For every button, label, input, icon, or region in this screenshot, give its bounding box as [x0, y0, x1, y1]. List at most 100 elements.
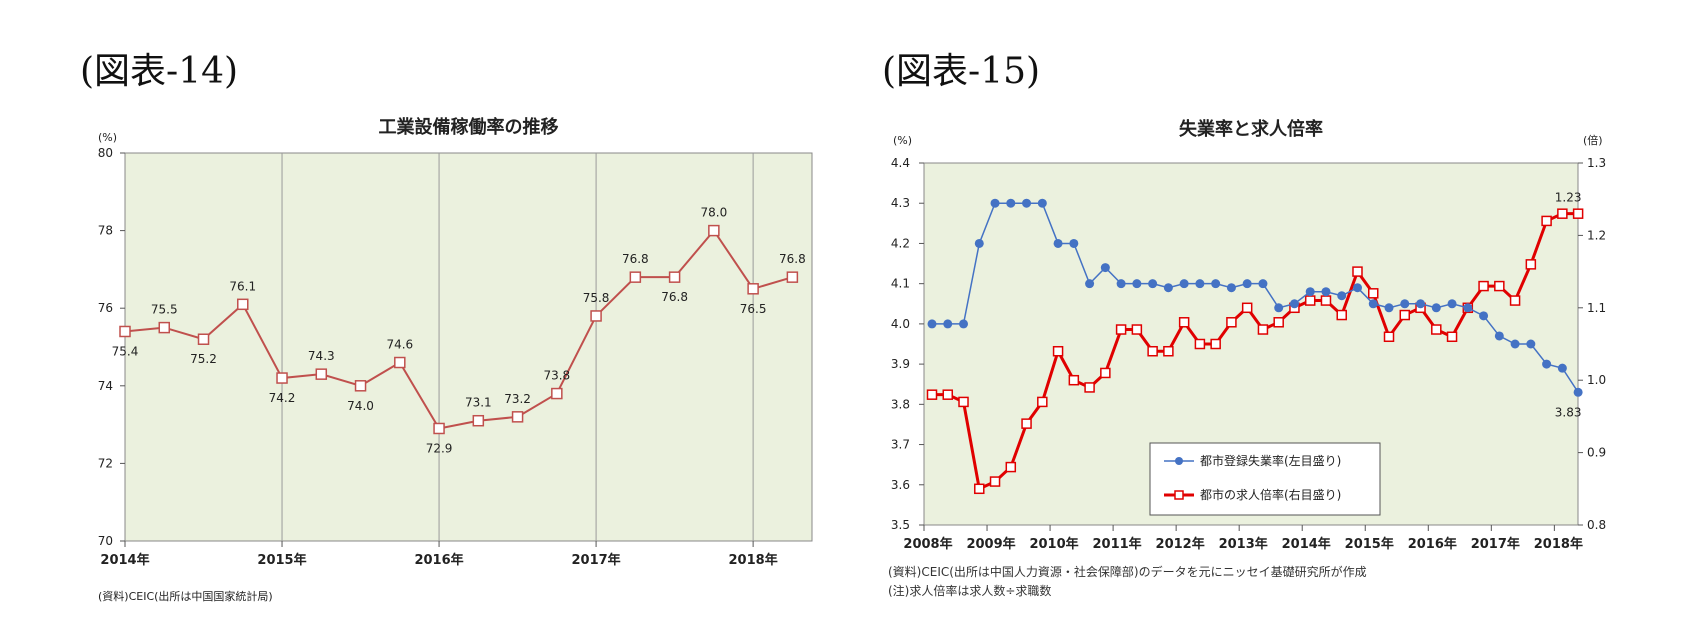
data-label: 73.1 [465, 396, 492, 410]
y-left-tick-label: 3.7 [891, 438, 910, 452]
jobs-ratio-point [1037, 396, 1048, 408]
x-tick-label: 2014年 [1282, 536, 1331, 552]
y-tick-label: 72 [98, 456, 113, 470]
jobs-ratio-point [1368, 288, 1379, 299]
jobs-ratio-point [1257, 324, 1269, 335]
data-label: 76.8 [622, 252, 649, 266]
y-right-tick-label: 1.0 [1587, 373, 1606, 387]
unemployment-point [1053, 238, 1063, 248]
jobs-ratio-point [1462, 302, 1474, 314]
y-left-tick-label: 4.3 [891, 196, 910, 210]
unemployment-point [943, 319, 953, 329]
data-point [511, 411, 524, 423]
x-tick-label: 2016年 [1408, 536, 1457, 552]
unemployment-point [1337, 291, 1347, 301]
data-label: 73.2 [504, 392, 531, 406]
jobs-ratio-point [926, 389, 938, 400]
data-label: 74.3 [308, 349, 335, 363]
data-label: 76.5 [740, 302, 767, 316]
data-label: 78.0 [700, 206, 727, 220]
unemployment-point [1148, 279, 1158, 289]
jobs-ratio-point [974, 483, 985, 495]
y-left-tick-label: 4.4 [891, 156, 910, 170]
unemployment-point [1400, 299, 1410, 309]
unemployment-point [1384, 303, 1394, 313]
unemployment-point [1037, 198, 1047, 208]
unemployment-point [1274, 303, 1284, 313]
unemployment-point [1022, 198, 1032, 208]
jobs-ratio-point [1336, 309, 1347, 321]
annotation-jobs-ratio: 1.23 [1555, 191, 1582, 205]
x-tick-label: 2013年 [1219, 536, 1268, 552]
jobs-ratio-point [1084, 382, 1095, 393]
x-tick-label: 2018年 [729, 552, 778, 568]
jobs-ratio-point [1241, 302, 1253, 314]
chart-utilization-rate: 工業設備稼働率の推移 (%) 70 72 74 76 78 80 2014年 2015年 2016年… [98, 116, 813, 603]
jobs-ratio-point [1509, 295, 1521, 306]
jobs-ratio-point [1478, 280, 1489, 292]
source-note: (資料)CEIC(出所は中国人力資源・社会保障部)のデータを元にニッセイ基礎研究… [888, 564, 1367, 579]
unemployment-point [1416, 299, 1426, 309]
jobs-ratio-point [958, 396, 969, 408]
jobs-ratio-point [1494, 280, 1505, 292]
figure-label-15: (図表-15) [882, 51, 1041, 92]
data-label: 76.8 [779, 252, 806, 266]
y-tick-label: 74 [98, 379, 113, 393]
y-tick-label: 78 [98, 224, 113, 238]
jobs-ratio-point [1383, 331, 1395, 343]
unemployment-point [990, 198, 1000, 208]
series-line [124, 228, 793, 430]
unemployment-point [1542, 359, 1552, 369]
unemployment-point [1179, 279, 1189, 289]
legend-jobs-ratio-label: 都市の求人倍率(右目盛り) [1200, 487, 1341, 502]
y-right-tick-label: 0.9 [1587, 446, 1606, 460]
x-tick-label: 2015年 [1345, 536, 1394, 552]
unemployment-point [1289, 299, 1299, 309]
y-left-tick-label: 3.5 [891, 518, 910, 532]
unemployment-point [927, 319, 937, 329]
x-tick-label: 2011年 [1093, 536, 1142, 552]
footnote: (注)求人倍率は求人数÷求職数 [888, 583, 1051, 598]
jobs-ratio-point [1352, 266, 1363, 277]
data-point [668, 271, 681, 283]
unemployment-point [1494, 331, 1504, 341]
unemployment-point [1242, 279, 1252, 289]
jobs-ratio-point [1289, 302, 1300, 314]
y-right-tick-label: 1.1 [1587, 301, 1606, 315]
data-point [786, 271, 799, 283]
jobs-ratio-point [1557, 208, 1568, 219]
y-right-tick-label: 1.3 [1587, 156, 1606, 170]
x-tick-label: 2008年 [903, 536, 952, 552]
jobs-ratio-point [1021, 418, 1032, 429]
data-label: 73.8 [543, 369, 570, 383]
data-point [472, 414, 485, 427]
legend-unemployment-marker [1175, 457, 1183, 465]
unemployment-point [1100, 263, 1110, 273]
unemployment-point [1321, 287, 1331, 297]
jobs-ratio-point [1431, 324, 1442, 335]
data-point [747, 283, 759, 295]
data-point [197, 333, 210, 345]
unemployment-point [1211, 279, 1221, 289]
data-label: 74.0 [347, 399, 374, 413]
jobs-ratio-point [1100, 367, 1111, 379]
series-jobs-ratio-line [932, 212, 1579, 491]
data-point [433, 422, 445, 435]
data-label: 75.2 [190, 352, 217, 366]
y-left-tick-label: 4.1 [891, 277, 910, 291]
jobs-ratio-point [1052, 345, 1064, 357]
x-tick-label: 2017年 [571, 552, 620, 568]
unemployment-point [1447, 299, 1457, 309]
unemployment-point [1573, 387, 1583, 397]
chart-title: 工業設備稼働率の推移 [379, 116, 559, 138]
data-point [354, 380, 367, 392]
data-label: 74.2 [269, 391, 296, 405]
unemployment-point [974, 238, 984, 248]
data-point [158, 321, 171, 334]
unemployment-point [959, 319, 969, 329]
data-label: 76.8 [661, 290, 688, 304]
series-unemployment-line [932, 202, 1579, 393]
unemployment-point [1226, 283, 1236, 293]
data-point [119, 325, 131, 338]
jobs-ratio-point [1304, 295, 1316, 306]
